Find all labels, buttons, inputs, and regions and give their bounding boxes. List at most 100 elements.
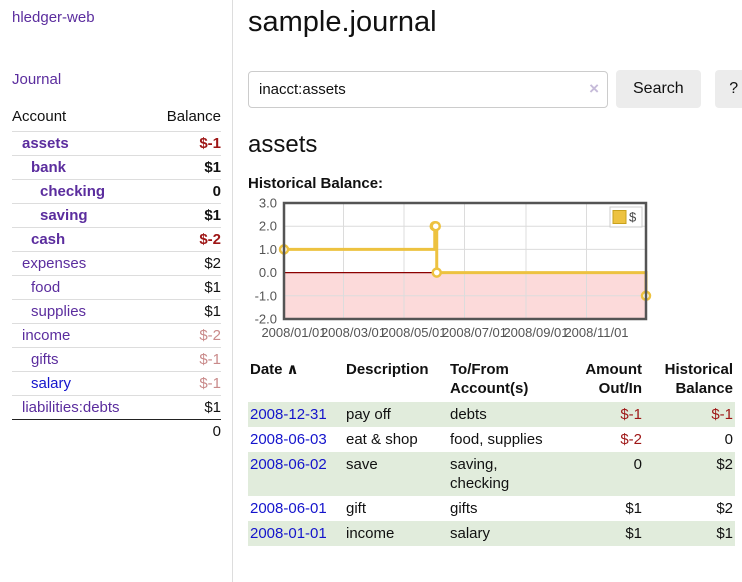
accounts-cell: gifts [450, 500, 478, 517]
date-link[interactable]: 2008-06-02 [250, 456, 327, 473]
page-title: sample.journal [248, 6, 437, 38]
help-button[interactable]: ? [714, 70, 742, 108]
account-balance: $-1 [150, 347, 221, 372]
accounts-total-row: 0 [12, 419, 221, 443]
description-cell: gift [346, 500, 367, 517]
description-cell: eat & shop [346, 431, 418, 448]
svg-text:2.0: 2.0 [259, 219, 277, 234]
accounts-total-value: 0 [150, 419, 221, 443]
search-input-wrap: × [248, 70, 608, 108]
amount-cell: $-2 [620, 431, 642, 448]
account-balance: $-1 [150, 131, 221, 156]
accounts-header-account: Account [12, 108, 67, 125]
account-balance: $1 [150, 275, 221, 300]
register-header-historical-balance: Historical Balance [664, 361, 733, 397]
search-form: × Search ? [248, 70, 742, 108]
account-row: gifts $-1 [12, 347, 221, 372]
accounts-cell: debts [450, 406, 487, 423]
account-row: salary $-1 [12, 371, 221, 396]
main-content: sample.journal × Search ? assets Histori… [233, 0, 742, 582]
account-link-assets[interactable]: assets [22, 135, 69, 152]
svg-text:-2.0: -2.0 [255, 312, 277, 327]
amount-cell: 0 [633, 456, 642, 473]
account-balance: $-2 [150, 323, 221, 348]
register-header-date[interactable]: Date ∧ [250, 361, 299, 378]
date-link[interactable]: 2008-12-31 [250, 406, 327, 423]
account-link-checking[interactable]: checking [40, 183, 106, 200]
balance-cell: $2 [716, 500, 733, 517]
register-row: 2008-06-01 gift gifts $1 $2 [248, 496, 735, 521]
description-cell: save [346, 456, 378, 473]
account-link-expenses[interactable]: expenses [22, 255, 87, 272]
historical-balance-chart[interactable]: $3.0 2.0 1.0 0.0 -1.0 -2.0 2008/01/01 2008/03/0… [248, 196, 742, 349]
accounts-cell: salary [450, 525, 491, 542]
account-link-supplies[interactable]: supplies [31, 303, 87, 320]
sort-asc-icon: ∧ [286, 361, 299, 378]
search-input[interactable] [248, 70, 608, 108]
account-balance: $1 [150, 299, 221, 324]
accounts-total-spacer [12, 419, 151, 443]
svg-text:3.0: 3.0 [259, 196, 277, 211]
account-balance: $-2 [150, 227, 221, 252]
amount-cell: $1 [625, 500, 642, 517]
accounts-table: Account Balance assets $-1 bank $1 checking 0… [12, 105, 221, 443]
register-header-to-from-account-s-: To/From Account(s) [450, 361, 529, 397]
register-row: 2008-06-03 eat & shop food, supplies $-2 0 [248, 427, 735, 452]
date-link[interactable]: 2008-06-01 [250, 500, 327, 517]
data-point-marker [431, 267, 442, 278]
account-row: bank $1 [12, 155, 221, 180]
account-row: saving $1 [12, 203, 221, 228]
sidebar: hledger-web Journal Account Balance asse… [0, 0, 233, 582]
brand-link[interactable]: hledger-web [12, 9, 95, 26]
svg-text:0.0: 0.0 [259, 265, 277, 280]
amount-cell: $1 [625, 525, 642, 542]
accounts-cell: saving, checking [450, 456, 510, 492]
account-balance: 0 [150, 179, 221, 204]
account-balance: $1 [150, 395, 221, 420]
accounts-cell: food, supplies [450, 431, 543, 448]
account-row: expenses $2 [12, 251, 221, 276]
search-button[interactable]: Search [616, 70, 701, 108]
svg-text:2008/05/01: 2008/05/01 [381, 325, 446, 340]
register-row: 2008-12-31 pay off debts $-1 $-1 [248, 402, 735, 427]
account-balance: $-1 [150, 371, 221, 396]
account-link-salary[interactable]: salary [31, 375, 72, 392]
amount-cell: $-1 [620, 406, 642, 423]
account-balance: $1 [150, 203, 221, 228]
svg-text:2008/01/01: 2008/01/01 [261, 325, 326, 340]
balance-cell: $-1 [711, 406, 733, 423]
svg-text:$: $ [629, 210, 637, 225]
account-row: income $-2 [12, 323, 221, 348]
register-row: 2008-06-02 save saving, checking 0 $2 [248, 452, 735, 496]
balance-cell: 0 [724, 431, 733, 448]
description-cell: pay off [346, 406, 391, 423]
description-cell: income [346, 525, 395, 542]
account-balance: $2 [150, 251, 221, 276]
svg-text:1.0: 1.0 [259, 242, 277, 257]
account-link-liabilities-debts[interactable]: liabilities:debts [22, 399, 120, 416]
svg-text:2008/03/01: 2008/03/01 [321, 325, 386, 340]
accounts-header-balance: Balance [166, 108, 221, 125]
account-balance: $1 [150, 155, 221, 180]
account-link-cash[interactable]: cash [31, 231, 66, 248]
account-link-gifts[interactable]: gifts [31, 351, 59, 368]
balance-cell: $2 [716, 456, 733, 473]
svg-text:2008/09/01: 2008/09/01 [503, 325, 568, 340]
register-header-description: Description [346, 361, 429, 378]
register-header-amount-out-in: Amount Out/In [585, 361, 642, 397]
date-link[interactable]: 2008-06-03 [250, 431, 327, 448]
date-link[interactable]: 2008-01-01 [250, 525, 327, 542]
account-link-bank[interactable]: bank [31, 159, 67, 176]
register-table: Date ∧ Description To/From Account(s) Amount… [248, 358, 735, 546]
account-link-income[interactable]: income [22, 327, 71, 344]
account-row: supplies $1 [12, 299, 221, 324]
account-row: assets $-1 [12, 131, 221, 156]
account-row: checking 0 [12, 179, 221, 204]
sidebar-item-journal[interactable]: Journal [12, 71, 62, 88]
data-point-marker [430, 220, 441, 232]
account-link-saving[interactable]: saving [40, 207, 88, 224]
clear-search-icon[interactable]: × [589, 78, 599, 98]
account-link-food[interactable]: food [31, 279, 61, 296]
chart-title: Historical Balance: [248, 175, 384, 192]
